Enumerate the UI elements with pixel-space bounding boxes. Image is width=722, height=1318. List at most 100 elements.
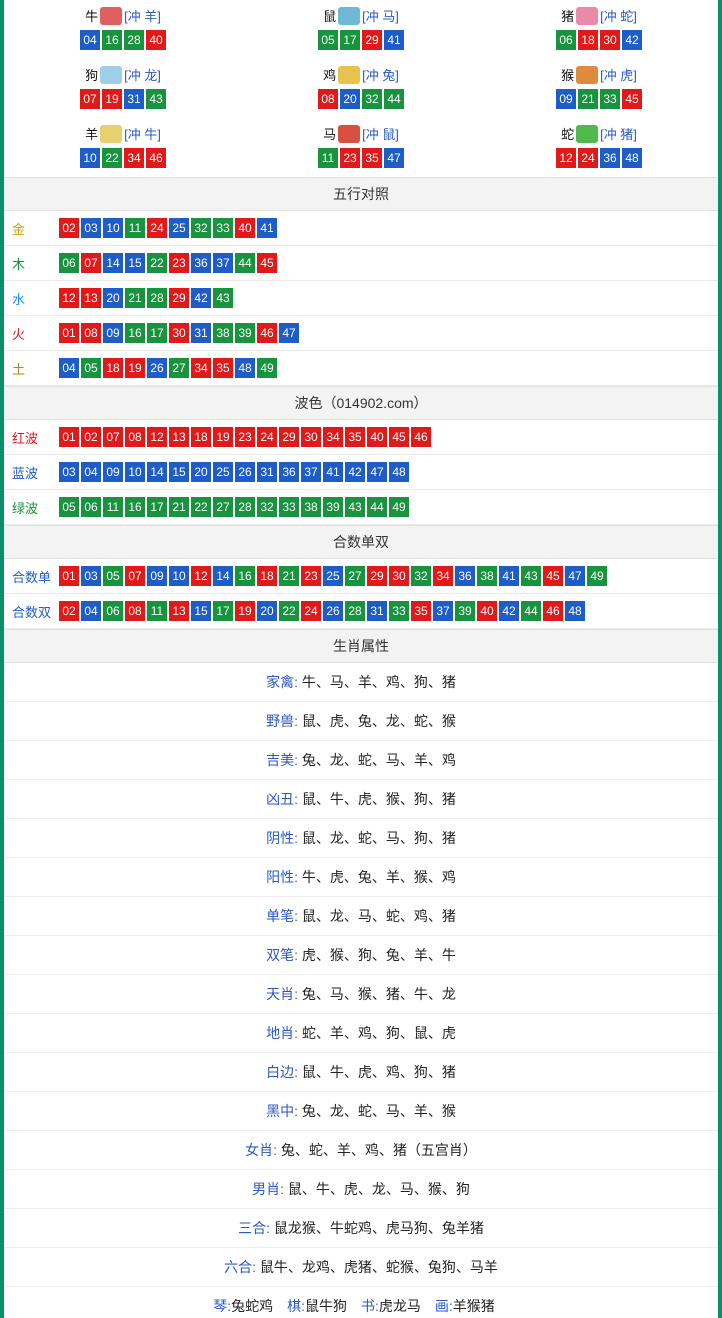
num-badge: 45: [543, 566, 563, 586]
num-badge: 06: [59, 253, 79, 273]
zodiac-grid: 牛 [冲 羊] 04162840 鼠 [冲 马] 05172941 猪 [冲 蛇…: [4, 0, 718, 177]
zodiac-cell: 羊 [冲 牛] 10223446: [4, 118, 242, 177]
kv-values: 02031011242532334041: [58, 217, 710, 239]
num-badge: 20: [340, 89, 360, 109]
zodiac-nums: 04162840: [4, 29, 242, 51]
attr-value: 鼠、龙、蛇、马、狗、猪: [302, 830, 456, 846]
num-badge: 43: [521, 566, 541, 586]
zodiac-cell: 马 [冲 鼠] 11233547: [242, 118, 480, 177]
num-badge: 33: [600, 89, 620, 109]
attr-line: 吉美: 兔、龙、蛇、马、羊、鸡: [4, 741, 718, 780]
num-badge: 28: [147, 288, 167, 308]
num-badge: 44: [384, 89, 404, 109]
num-badge: 18: [103, 358, 123, 378]
num-badge: 26: [323, 601, 343, 621]
num-badge: 04: [81, 462, 101, 482]
kv-values: 0102070812131819232429303435404546: [58, 426, 710, 448]
attr-line: 三合: 鼠龙猴、牛蛇鸡、虎马狗、兔羊猪: [4, 1209, 718, 1248]
num-badge: 22: [147, 253, 167, 273]
num-badge: 06: [556, 30, 576, 50]
zodiac-nums: 09213345: [480, 88, 718, 110]
kv-label: 火: [12, 324, 58, 343]
attr-key: 男肖:: [252, 1181, 288, 1197]
num-badge: 18: [257, 566, 277, 586]
attr-key: 天肖:: [266, 986, 302, 1002]
num-badge: 17: [340, 30, 360, 50]
num-badge: 10: [80, 148, 100, 168]
attrs-list: 家禽: 牛、马、羊、鸡、狗、猪 野兽: 鼠、虎、兔、龙、蛇、猴 吉美: 兔、龙、…: [4, 663, 718, 1287]
attr-key: 野兽:: [266, 713, 302, 729]
num-badge: 12: [147, 427, 167, 447]
num-badge: 23: [340, 148, 360, 168]
kv-values: 1213202128294243: [58, 287, 710, 309]
num-badge: 21: [125, 288, 145, 308]
heshu-table: 合数单 010305070910121416182123252729303234…: [4, 559, 718, 629]
num-badge: 29: [279, 427, 299, 447]
attr-value: 兔、马、猴、猪、牛、龙: [302, 986, 456, 1002]
kv-values: 04051819262734354849: [58, 357, 710, 379]
num-badge: 23: [301, 566, 321, 586]
num-badge: 22: [279, 601, 299, 621]
num-badge: 08: [81, 323, 101, 343]
attr-line: 家禽: 牛、马、羊、鸡、狗、猪: [4, 663, 718, 702]
num-badge: 03: [59, 462, 79, 482]
zodiac-icon: [576, 125, 598, 143]
num-badge: 05: [318, 30, 338, 50]
zodiac-chong: [冲 牛]: [124, 124, 161, 143]
zodiac-icon: [338, 125, 360, 143]
num-badge: 05: [59, 497, 79, 517]
num-badge: 46: [146, 148, 166, 168]
zodiac-cell: 狗 [冲 龙] 07193143: [4, 59, 242, 118]
attr-line: 男肖: 鼠、牛、虎、龙、马、猴、狗: [4, 1170, 718, 1209]
num-badge: 27: [345, 566, 365, 586]
num-badge: 38: [477, 566, 497, 586]
num-badge: 47: [565, 566, 585, 586]
num-badge: 29: [169, 288, 189, 308]
num-badge: 34: [191, 358, 211, 378]
num-badge: 30: [301, 427, 321, 447]
num-badge: 13: [169, 601, 189, 621]
num-badge: 05: [81, 358, 101, 378]
num-badge: 34: [323, 427, 343, 447]
num-badge: 35: [345, 427, 365, 447]
num-badge: 30: [389, 566, 409, 586]
num-badge: 48: [389, 462, 409, 482]
num-badge: 08: [318, 89, 338, 109]
kv-label: 土: [12, 359, 58, 378]
num-badge: 18: [191, 427, 211, 447]
num-badge: 11: [125, 218, 145, 238]
num-badge: 27: [213, 497, 233, 517]
num-badge: 06: [103, 601, 123, 621]
kv-values: 05061116172122272832333839434449: [58, 496, 710, 518]
num-badge: 24: [257, 427, 277, 447]
num-badge: 26: [147, 358, 167, 378]
attr-key: 单笔:: [266, 908, 302, 924]
num-badge: 48: [622, 148, 642, 168]
kv-values: 06071415222336374445: [58, 252, 710, 274]
num-badge: 33: [213, 218, 233, 238]
num-badge: 40: [146, 30, 166, 50]
num-badge: 11: [147, 601, 167, 621]
attr-value: 鼠、牛、虎、鸡、狗、猪: [302, 1064, 456, 1080]
num-badge: 20: [103, 288, 123, 308]
kv-label: 金: [12, 219, 58, 238]
num-badge: 14: [213, 566, 233, 586]
num-badge: 39: [455, 601, 475, 621]
num-badge: 46: [543, 601, 563, 621]
num-badge: 10: [169, 566, 189, 586]
kv-label: 蓝波: [12, 463, 58, 482]
num-badge: 46: [411, 427, 431, 447]
zodiac-chong: [冲 蛇]: [600, 6, 637, 25]
num-badge: 45: [389, 427, 409, 447]
num-badge: 44: [367, 497, 387, 517]
attr-key: 女肖:: [245, 1142, 281, 1158]
num-badge: 17: [213, 601, 233, 621]
num-badge: 40: [477, 601, 497, 621]
attr-line: 凶丑: 鼠、牛、虎、猴、狗、猪: [4, 780, 718, 819]
num-badge: 09: [556, 89, 576, 109]
num-badge: 32: [411, 566, 431, 586]
attr-value: 蛇、羊、鸡、狗、鼠、虎: [302, 1025, 456, 1041]
footer-val: 兔蛇鸡: [231, 1298, 273, 1314]
num-badge: 30: [600, 30, 620, 50]
attr-key: 黑中:: [266, 1103, 302, 1119]
